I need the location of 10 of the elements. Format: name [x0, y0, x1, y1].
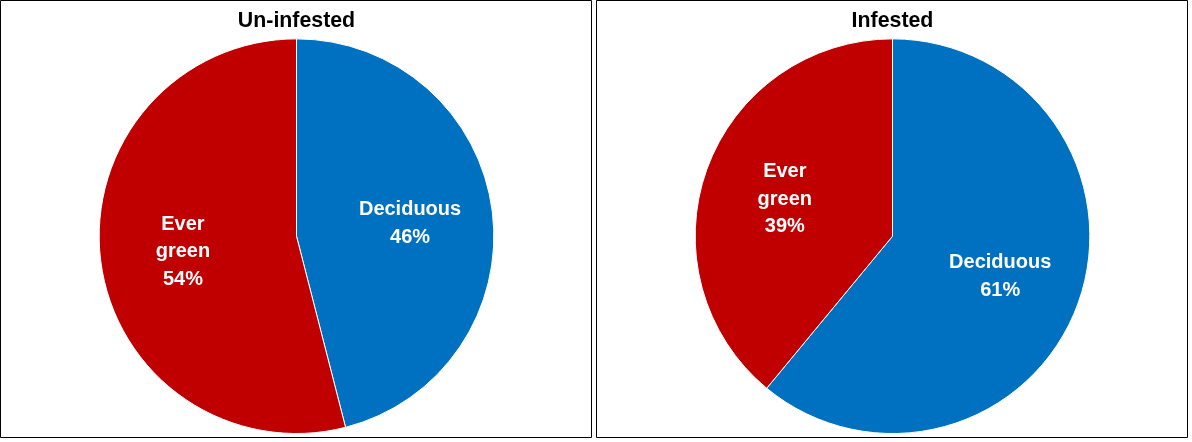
data-label: 61% [980, 277, 1021, 300]
slice-label: Deciduous [358, 197, 462, 220]
chart-title: Infested [851, 7, 934, 32]
slice-label: Deciduous [949, 250, 1052, 273]
slice-label: Ever green [155, 211, 211, 262]
data-label: 54% [162, 266, 204, 289]
data-label: 46% [390, 224, 431, 247]
chart-title: Un-infested [237, 7, 356, 32]
slice-label: Ever green [757, 159, 813, 209]
data-label: 39% [764, 214, 806, 237]
